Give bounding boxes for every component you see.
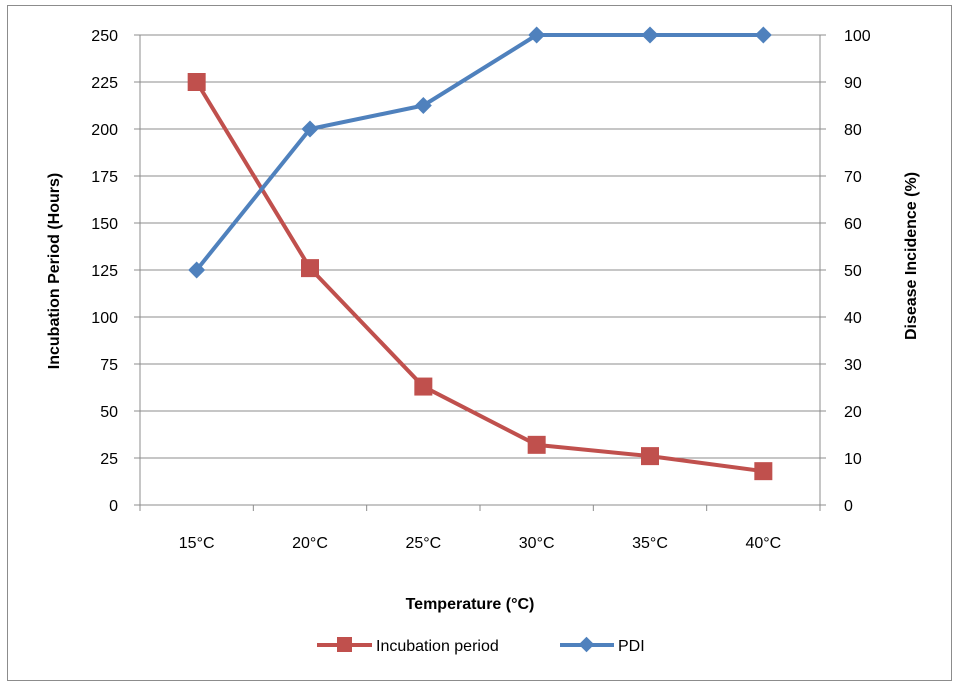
y-right-tick-label: 0 (844, 498, 853, 515)
y-right-tick-label: 20 (844, 404, 862, 421)
series-line-incubation-period (194, 80, 764, 474)
y-right-tick-label: 60 (844, 216, 862, 233)
y-left-tick-label: 175 (91, 169, 118, 186)
gridlines (140, 34, 820, 459)
x-tick-label: 40°C (745, 535, 781, 552)
y-right-tick-label: 90 (844, 75, 862, 92)
legend-marker-incubation (337, 637, 352, 652)
y-right-tick-label: 40 (844, 310, 862, 327)
x-axis-title: Temperature (°C) (406, 596, 535, 613)
marker-incubation-period (754, 462, 773, 481)
y-right-tick-label: 10 (844, 451, 862, 468)
y-left-tick-label: 150 (91, 216, 118, 233)
marker-pdi (414, 97, 432, 114)
marker-pdi (301, 120, 319, 138)
y-left-tick-label: 125 (91, 263, 118, 280)
marker-pdi (641, 26, 659, 44)
marker-pdi (754, 26, 772, 44)
x-tick-label: 15°C (179, 535, 215, 552)
y-axis-right-ticks: 0 10 20 30 40 50 60 70 80 90 100 (844, 28, 871, 515)
marker-incubation-period (187, 73, 206, 91)
x-tick-label: 20°C (292, 535, 328, 552)
y-left-tick-label: 100 (91, 310, 118, 327)
y-left-tick-label: 200 (91, 122, 118, 139)
x-tick-label: 25°C (405, 535, 441, 552)
legend-label-pdi: PDI (618, 638, 645, 655)
y-right-tick-label: 50 (844, 263, 862, 280)
y-axis-left-ticks: 0 25 50 75 100 125 150 175 200 225 250 (91, 28, 118, 515)
chart-frame (7, 5, 952, 681)
y-left-tick-label: 225 (91, 75, 118, 92)
y-left-tick-label: 0 (109, 498, 118, 515)
y-left-tick-label: 50 (100, 404, 118, 421)
legend-marker-pdi (578, 636, 595, 653)
y-left-tick-label: 250 (91, 28, 118, 45)
legend-label-incubation: Incubation period (376, 638, 499, 655)
y-axis-right-title: Disease Incidence (%) (903, 172, 920, 340)
series-line-pdi (195, 33, 764, 272)
marker-pdi (188, 261, 206, 279)
y-right-tick-label: 100 (844, 28, 871, 45)
y-right-tick-label: 70 (844, 169, 862, 186)
series-markers (187, 26, 773, 481)
axes (134, 34, 826, 511)
y-axis-left-title: Incubation Period (Hours) (46, 173, 63, 369)
legend: Incubation period PDI (317, 636, 645, 655)
y-left-tick-label: 75 (100, 357, 118, 374)
marker-incubation-period (301, 259, 319, 278)
x-tick-label: 30°C (519, 535, 555, 552)
marker-incubation-period (641, 447, 659, 466)
x-axis-ticks: 15°C 20°C 25°C 30°C 35°C 40°C (179, 535, 781, 552)
marker-incubation-period (414, 377, 433, 396)
y-left-tick-label: 25 (100, 451, 118, 468)
marker-incubation-period (527, 435, 546, 454)
y-right-tick-label: 30 (844, 357, 862, 374)
series-lines (194, 33, 764, 474)
marker-pdi (528, 26, 546, 44)
x-tick-label: 35°C (632, 535, 668, 552)
y-right-tick-label: 80 (844, 122, 862, 139)
